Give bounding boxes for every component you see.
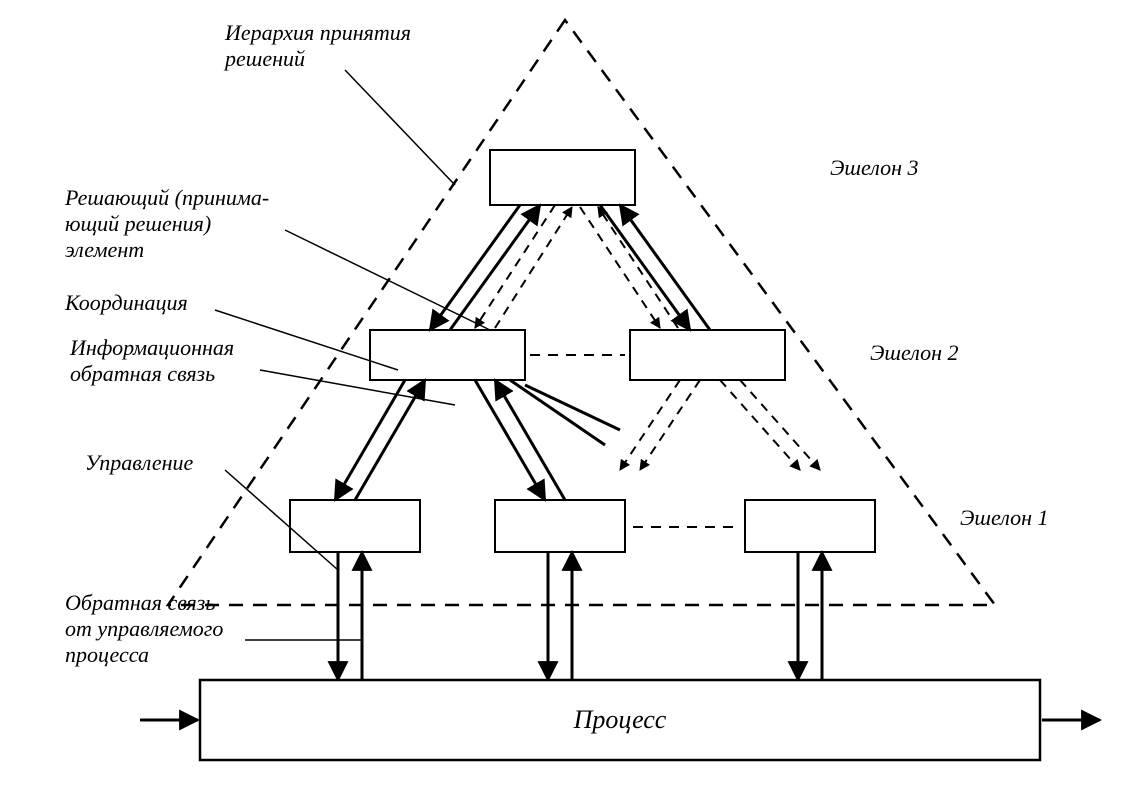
connector-top-to-mright-up	[620, 205, 710, 330]
process-label: Процесс	[573, 705, 667, 734]
connector-mleft-extra-1	[510, 380, 605, 445]
node-top	[490, 150, 635, 205]
connector-mleft-to-top-up	[450, 205, 540, 330]
connector-top-to-mright-down	[600, 205, 690, 330]
connector-mleft-to-b1-down	[335, 380, 405, 500]
connector-dashed	[475, 205, 555, 328]
connector-dashed	[720, 380, 800, 470]
node-b2	[495, 500, 625, 552]
label-control: Управление	[85, 450, 194, 475]
leader-line	[345, 70, 455, 185]
label-coordination: Координация	[64, 290, 188, 315]
label-echelon-3: Эшелон 3	[830, 155, 919, 180]
leader-line	[285, 230, 490, 330]
node-m_right	[630, 330, 785, 380]
node-m_left	[370, 330, 525, 380]
label-process-feedback: Обратная связьот управляемогопроцесса	[65, 590, 223, 667]
diagram-canvas: Процесс Иерархия принятиярешений Эшелон 3…	[0, 0, 1123, 788]
label-hierarchy-title: Иерархия принятиярешений	[223, 20, 411, 71]
label-echelon-2: Эшелон 2	[870, 340, 959, 365]
label-echelon-1: Эшелон 1	[960, 505, 1049, 530]
connector-dashed	[740, 380, 820, 470]
connector-dashed	[580, 207, 660, 328]
label-info-feedback: Информационнаяобратная связь	[69, 335, 234, 386]
node-b3	[745, 500, 875, 552]
label-decision-element: Решающий (принима-ющий решения)элемент	[64, 185, 269, 262]
